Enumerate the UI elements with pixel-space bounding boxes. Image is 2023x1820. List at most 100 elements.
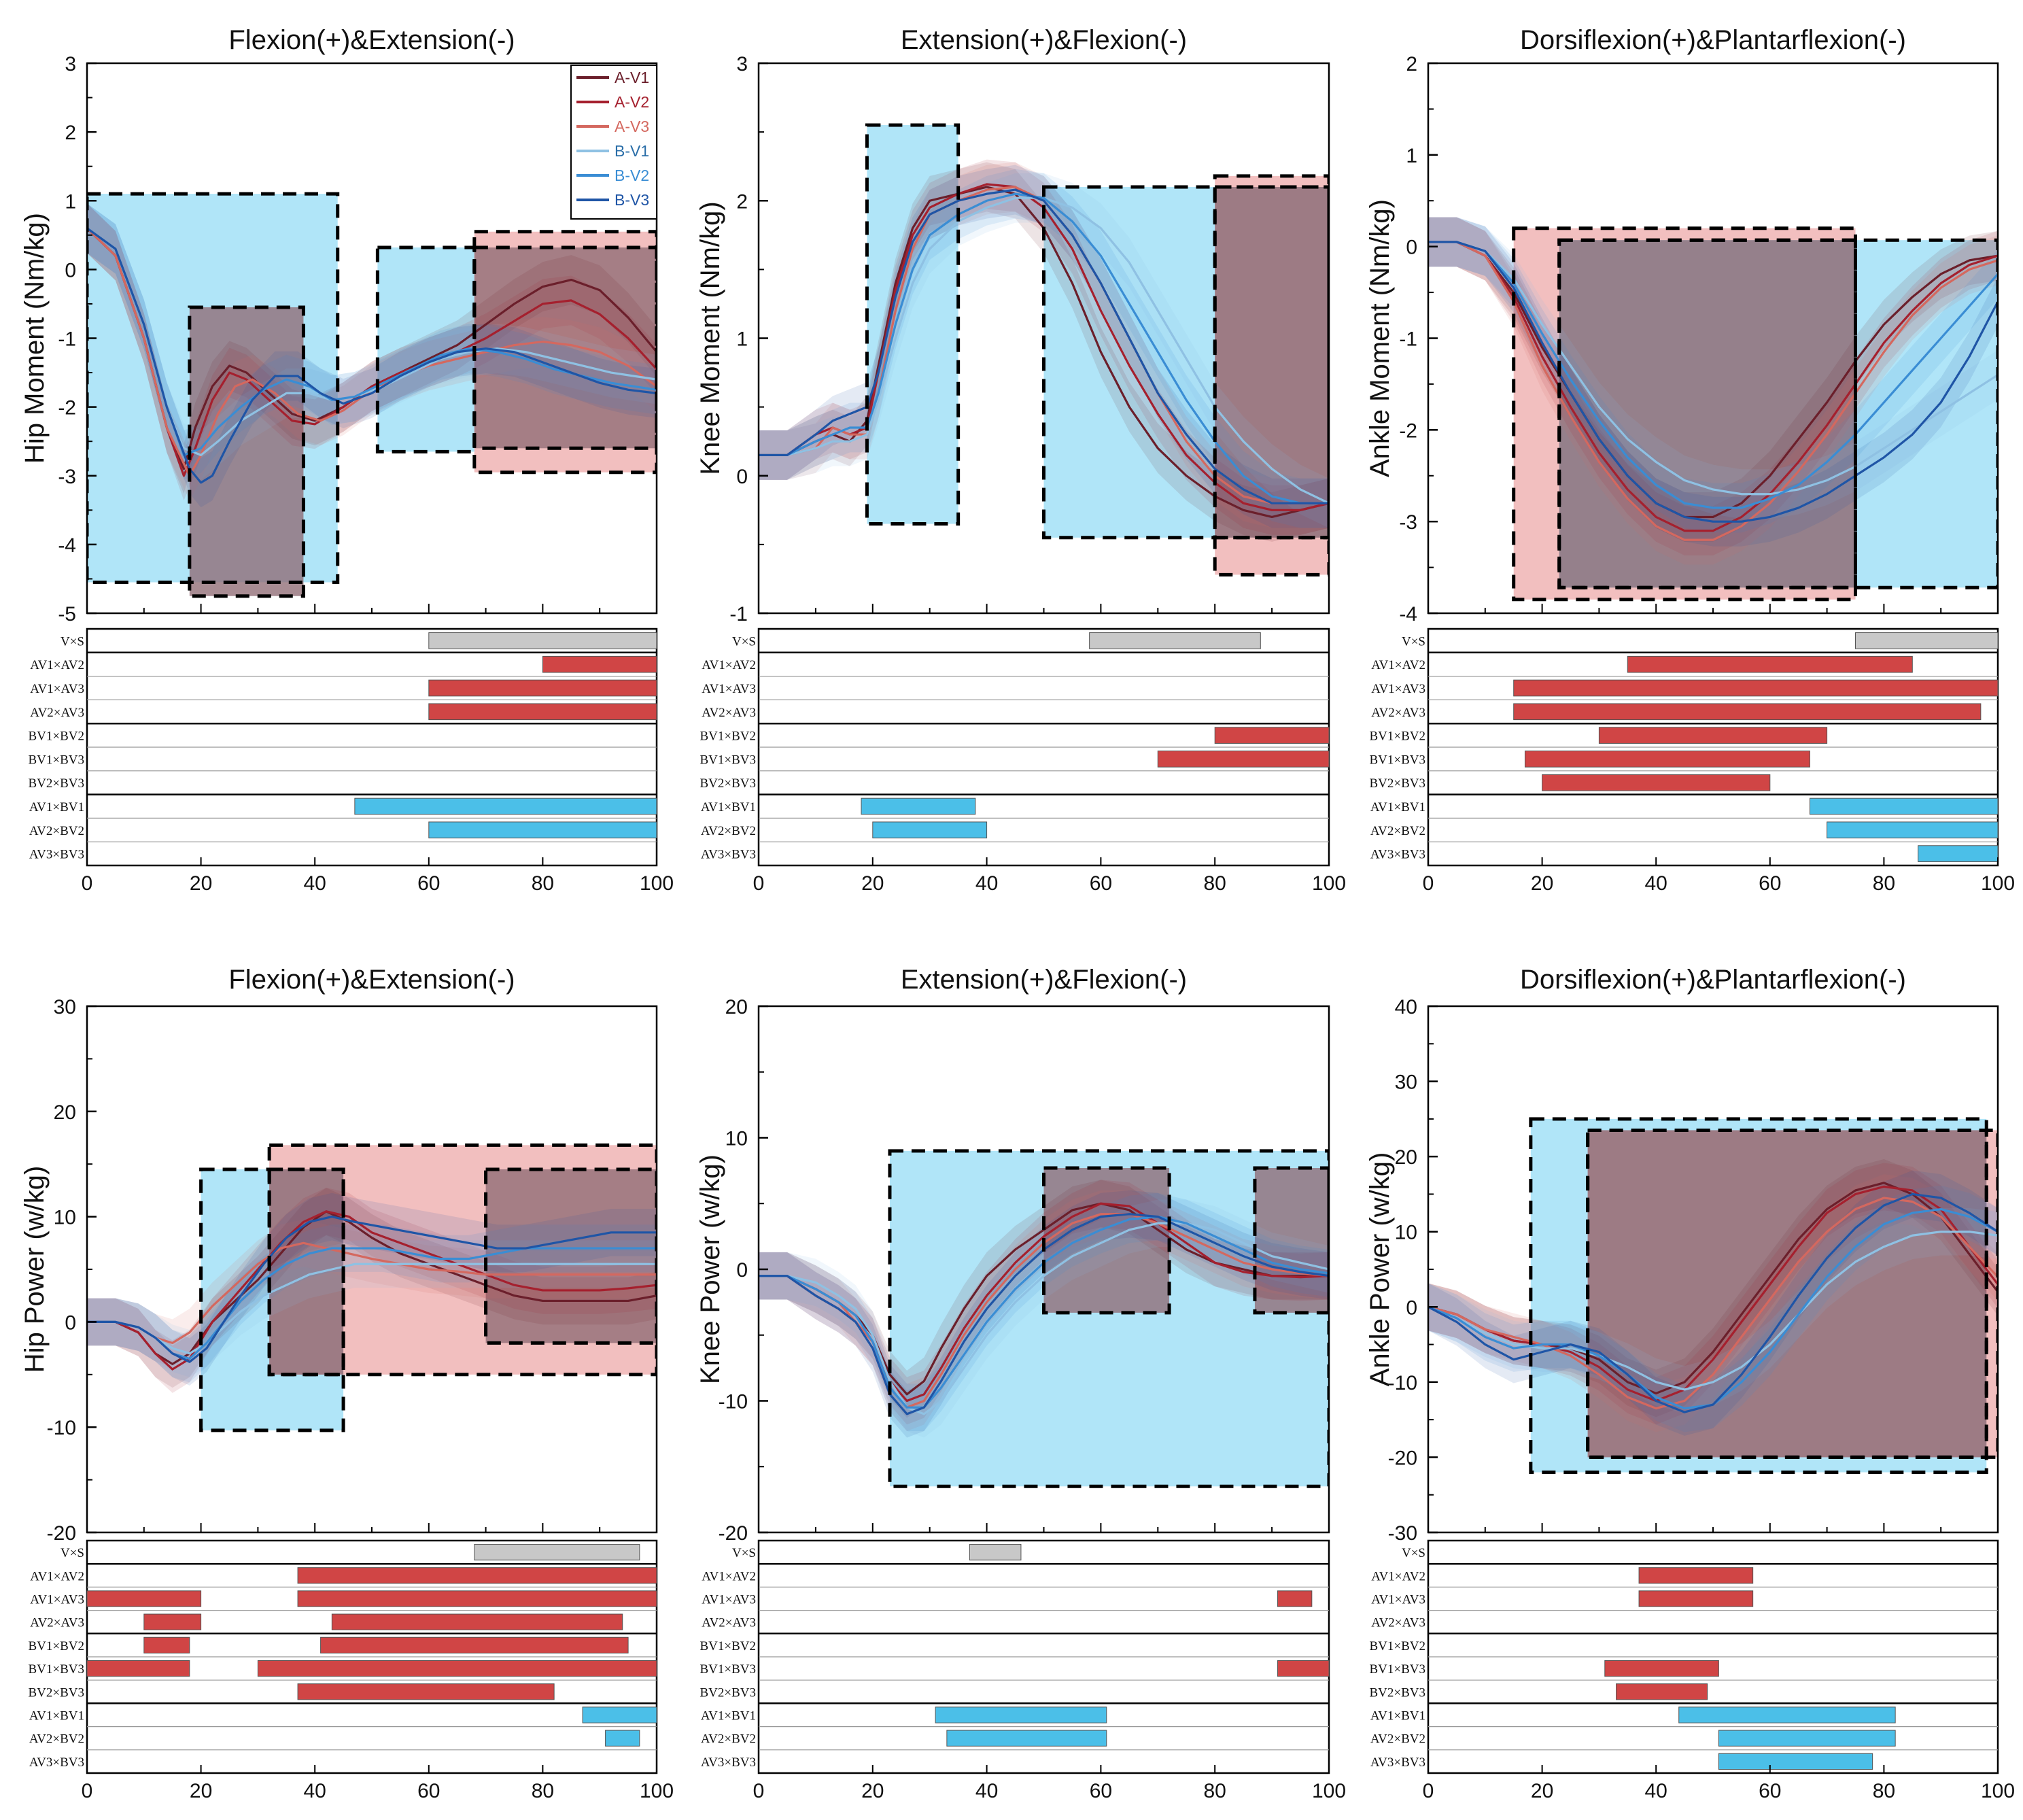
x-tick-label: 80 (532, 872, 554, 895)
significance-region-blue (377, 247, 474, 452)
y-tick-label: -2 (1399, 419, 1417, 442)
y-tick-label: -5 (58, 603, 76, 625)
y-tick-label: 30 (1395, 1071, 1417, 1094)
row-label: BV1×BV3 (1369, 753, 1425, 767)
region-outline (1557, 238, 1857, 589)
row-label: BV2×BV3 (28, 776, 84, 791)
chart-panel-3: Dorsiflexion(+)&Plantarflexion(-) -4 -3 -2 -… (1365, 25, 2015, 895)
significance-region-overlap (1587, 1130, 1987, 1458)
sd-band-a-v3 (759, 162, 1329, 528)
x-tick-label: 40 (304, 872, 326, 895)
row-label: BV2×BV3 (699, 1685, 756, 1700)
chart-panel-1: Flexion(+)&Extension(-) -5 -4 -3 -2 -1 0 1 2 3 Hip… (20, 25, 674, 895)
series-line-b-v3 (759, 188, 1329, 504)
row-label: AV1×AV3 (1371, 682, 1425, 696)
significance-bar-red (1638, 1567, 1754, 1584)
plot-content (759, 123, 1329, 577)
series-line-a-v3 (1428, 241, 1998, 541)
y-axis-label: Hip Moment (Nm/kg) (20, 213, 50, 464)
sd-band-a-v3 (87, 1219, 657, 1367)
significance-bar-blue (872, 821, 988, 839)
series-line-b-v1 (759, 1222, 1329, 1415)
sd-band-b-v2 (87, 203, 657, 480)
x-tick-label: 100 (640, 1780, 674, 1802)
significance-bar-red (331, 1613, 623, 1630)
row-label: AV2×BV2 (701, 824, 756, 838)
y-tick-label: 0 (1406, 237, 1417, 259)
significance-bar-red (86, 1590, 202, 1607)
chart-title: Flexion(+)&Extension(-) (228, 25, 515, 55)
chart-title: Extension(+)&Flexion(-) (901, 25, 1187, 55)
y-tick-label: -10 (47, 1417, 76, 1439)
significance-bar-blue (1718, 1753, 1873, 1770)
legend: A-V1 A-V2 A-V3 B-V1 B-V2 B-V3 (570, 65, 657, 220)
sd-band-a-v1 (1428, 217, 1998, 542)
significance-bar-gray (969, 1543, 1022, 1561)
series-line-a-v2 (87, 227, 657, 477)
sd-band-b-v2 (759, 169, 1329, 528)
sd-band-b-v1 (87, 203, 657, 480)
legend-box (570, 65, 657, 220)
x-tick-label: 80 (1873, 872, 1895, 895)
significance-bar-red (1598, 727, 1828, 744)
row-label: AV1×AV2 (702, 658, 756, 672)
significance-bar-red (86, 1660, 190, 1677)
series-line-a-v1 (87, 1210, 657, 1365)
significance-bar-blue (1718, 1730, 1896, 1747)
significance-bar-red (1214, 727, 1330, 744)
row-label: AV1×BV1 (701, 800, 756, 814)
series-line-a-v3 (1428, 1197, 1998, 1410)
plot-content (87, 192, 657, 598)
significance-region-overlap (189, 307, 304, 596)
sd-band-a-v1 (759, 1180, 1329, 1418)
significance-bar-red (143, 1636, 190, 1654)
series-line-a-v2 (1428, 241, 1998, 532)
row-label: AV3×BV3 (29, 848, 84, 862)
significance-bar-red (1542, 774, 1771, 791)
y-tick-label: 10 (725, 1128, 748, 1150)
y-tick-label: -20 (719, 1522, 748, 1545)
x-tick-label: 20 (1531, 872, 1553, 895)
significance-bar-red (1277, 1590, 1313, 1607)
x-tick-label: 40 (975, 872, 998, 895)
y-tick-label: -3 (1399, 511, 1417, 534)
x-tick-label: 0 (1423, 872, 1434, 895)
region-outline (472, 245, 657, 450)
row-label: AV1×AV2 (30, 1569, 84, 1583)
series-line-b-v3 (1428, 1192, 1998, 1413)
row-label: AV2×AV3 (30, 1616, 84, 1630)
row-label: AV1×AV3 (30, 682, 84, 696)
y-tick-label: -20 (1388, 1447, 1417, 1469)
series-line-b-v1 (1428, 241, 1998, 496)
y-axis-label: Ankle Moment (Nm/kg) (1365, 199, 1395, 477)
chart-panel-6: Dorsiflexion(+)&Plantarflexion(-) -30 -20 -… (1365, 965, 2015, 1802)
significance-bar-gray (428, 632, 657, 649)
significance-bar-blue (946, 1730, 1107, 1747)
significance-bar-red (1616, 1683, 1708, 1700)
sd-band-b-v1 (759, 173, 1329, 528)
y-tick-label: -10 (719, 1391, 748, 1413)
significance-bar-red (1638, 1590, 1754, 1607)
y-tick-label: -30 (1388, 1522, 1417, 1545)
significance-bar-red (143, 1613, 202, 1630)
row-label: AV2×BV2 (29, 824, 84, 838)
y-tick-label: 2 (736, 190, 748, 213)
series-line-b-v2 (1428, 241, 1998, 509)
y-tick-label: 10 (1395, 1222, 1417, 1244)
row-label: BV1×BV3 (699, 1662, 756, 1677)
x-tick-label: 80 (1204, 872, 1226, 895)
region-outline (188, 305, 305, 598)
sd-band-a-v1 (87, 1188, 657, 1388)
y-tick-label: 0 (65, 259, 76, 281)
row-label: BV2×BV3 (1369, 1685, 1425, 1700)
chart-panel-5: Extension(+)&Flexion(-) -20 -10 0 10 20 Knee P… (695, 965, 1346, 1802)
significance-bar-gray (1089, 632, 1261, 649)
row-label: AV1×AV2 (30, 658, 84, 672)
chart-title: Extension(+)&Flexion(-) (901, 965, 1187, 995)
x-tick-label: 60 (1090, 1780, 1112, 1802)
sd-band-a-v1 (759, 162, 1329, 542)
significance-bar-red (428, 679, 657, 697)
y-axis-label: Ankle Power (w/kg) (1365, 1152, 1395, 1387)
x-tick-label: 40 (1645, 1780, 1667, 1802)
